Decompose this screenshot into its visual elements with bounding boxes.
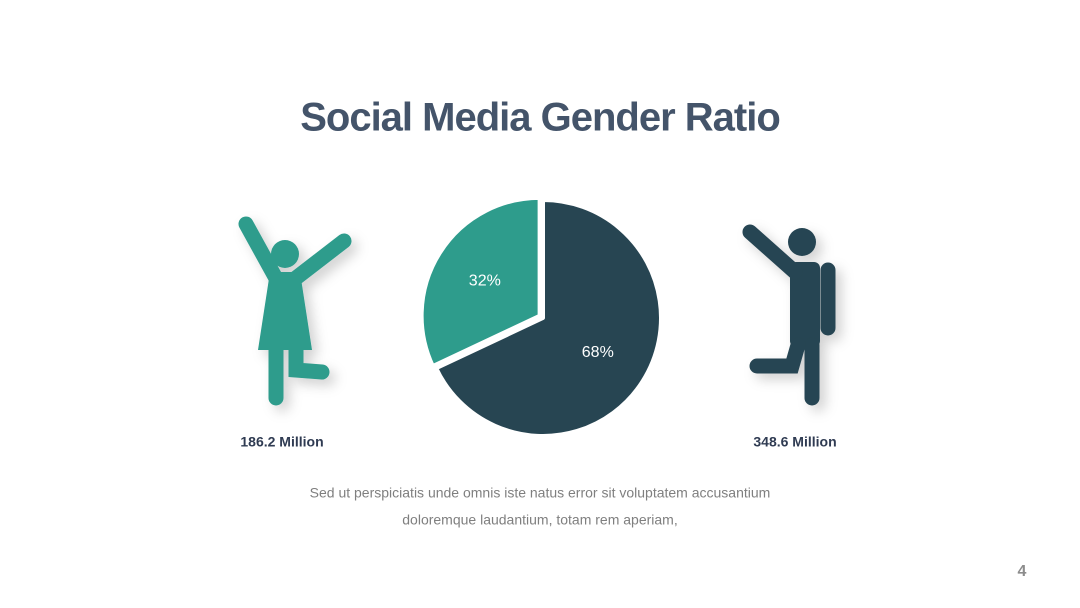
annotation: 348.6 Million bbox=[753, 434, 836, 450]
body-text: Sed ut perspiciatis unde omnis iste natu… bbox=[310, 485, 771, 501]
page-number: 4 bbox=[1018, 563, 1027, 580]
male-icon bbox=[742, 224, 836, 406]
chart-title: Social Media Gender Ratio bbox=[300, 96, 780, 140]
annotation: 186.2 Million bbox=[240, 434, 323, 450]
value-label: 68% bbox=[582, 344, 614, 361]
body-text: doloremque laudantium, totam rem aperiam… bbox=[402, 512, 677, 528]
pie-slice bbox=[419, 195, 542, 369]
value-label: 32% bbox=[469, 272, 501, 289]
pie-slice bbox=[434, 198, 663, 438]
female-icon bbox=[238, 216, 352, 406]
